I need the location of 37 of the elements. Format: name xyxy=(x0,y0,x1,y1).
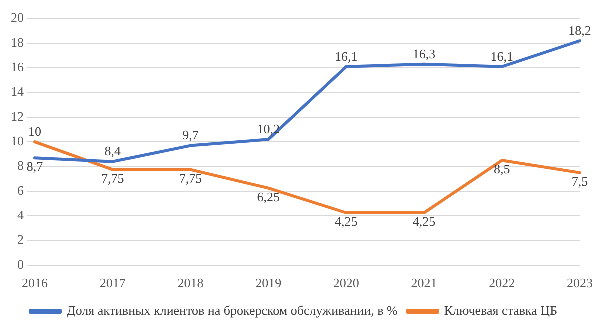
data-label: 9,7 xyxy=(182,128,200,143)
y-tick-label: 8 xyxy=(18,158,24,174)
x-tick-label: 2019 xyxy=(256,276,282,291)
data-label: 6,25 xyxy=(257,189,280,204)
x-tick-label: 2022 xyxy=(489,276,516,291)
y-tick-label: 16 xyxy=(11,60,24,75)
y-tick-label: 14 xyxy=(11,84,24,100)
data-label: 7,75 xyxy=(101,170,124,186)
y-tick-label: 20 xyxy=(11,10,24,26)
y-tick-label: 6 xyxy=(18,182,24,198)
x-tick-label: 2023 xyxy=(567,276,593,291)
data-label: 7,5 xyxy=(572,174,588,189)
data-label: 4,25 xyxy=(335,214,358,229)
data-label: 10 xyxy=(28,124,42,140)
data-label: 8,5 xyxy=(494,162,510,177)
legend-label: Ключевая ставка ЦБ xyxy=(444,302,558,318)
x-tick-label: 2021 xyxy=(411,276,438,291)
x-tick-label: 2018 xyxy=(178,276,204,291)
y-tick-label: 4 xyxy=(18,208,24,222)
data-label: 16,1 xyxy=(490,48,514,64)
y-tick-label: 10 xyxy=(11,134,24,149)
y-tick-label: 0 xyxy=(18,256,24,272)
data-label: 18,2 xyxy=(568,22,592,38)
data-label: 16,1 xyxy=(335,48,358,64)
y-tick-label: 18 xyxy=(11,34,24,50)
data-label: 16,3 xyxy=(412,46,436,62)
y-tick-label: 12 xyxy=(11,108,24,124)
legend-label: Доля активных клиентов на брокерском обслуживании, в % xyxy=(66,302,398,318)
x-tick-label: 2017 xyxy=(100,276,126,291)
data-label: 4,25 xyxy=(412,214,436,229)
data-label: 8,7 xyxy=(26,159,44,174)
data-label: 10,2 xyxy=(257,122,280,137)
data-label: 8,4 xyxy=(104,144,122,159)
data-label: 7,75 xyxy=(179,170,202,186)
y-tick-label: 2 xyxy=(18,232,24,248)
x-tick-label: 2020 xyxy=(333,276,360,291)
x-tick-label: 2016 xyxy=(22,276,48,291)
